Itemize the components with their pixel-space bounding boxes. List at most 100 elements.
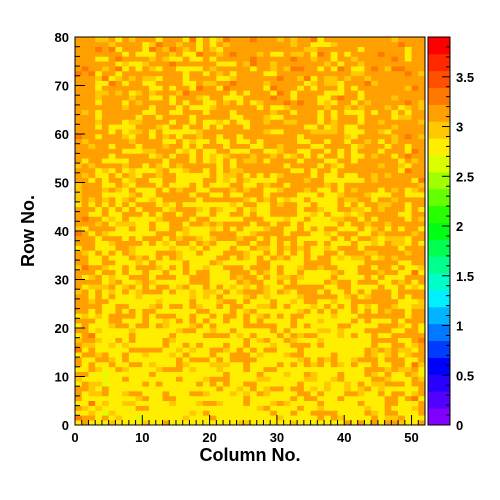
heatmap-cell: [303, 245, 311, 251]
heatmap-cell: [243, 100, 251, 106]
heatmap-cell: [377, 66, 385, 72]
heatmap-cell: [330, 124, 338, 130]
y-tick-label: 50: [55, 176, 69, 191]
heatmap-cell: [263, 264, 271, 271]
heatmap-cell: [324, 352, 332, 358]
heatmap-cell: [108, 100, 116, 106]
heatmap-cell: [175, 109, 183, 115]
heatmap-cell: [196, 255, 204, 261]
heatmap-cell: [162, 250, 170, 256]
heatmap-cell: [270, 158, 278, 164]
heatmap-cell: [88, 279, 96, 285]
heatmap-cell: [411, 318, 419, 324]
heatmap-cell: [115, 100, 123, 106]
heatmap-cell: [344, 163, 352, 169]
heatmap-cell: [101, 405, 109, 411]
heatmap-cell: [270, 366, 278, 372]
heatmap-cell: [377, 318, 385, 324]
heatmap-cell: [303, 415, 311, 421]
heatmap-cell: [196, 187, 204, 193]
heatmap-cell: [276, 66, 284, 72]
heatmap-cell: [108, 46, 116, 52]
heatmap-cell: [384, 95, 392, 101]
heatmap-cell: [384, 420, 392, 426]
heatmap-cell: [128, 405, 136, 411]
heatmap-cell: [202, 303, 210, 309]
heatmap-cell: [101, 308, 109, 314]
heatmap-cell: [216, 313, 224, 319]
heatmap-cell: [108, 405, 116, 411]
heatmap-cell: [196, 134, 204, 140]
colorbar-tick-label: 1: [456, 319, 463, 334]
heatmap-cell: [411, 90, 419, 96]
heatmap-cell: [256, 138, 264, 144]
heatmap-cell: [337, 240, 345, 246]
heatmap-cell: [263, 226, 271, 232]
heatmap-cell: [81, 235, 89, 241]
heatmap-cell: [256, 211, 264, 217]
heatmap-cell: [324, 41, 332, 47]
heatmap-cell: [223, 177, 231, 183]
heatmap-cell: [310, 75, 318, 81]
heatmap-cell: [263, 134, 271, 140]
heatmap-cell: [155, 400, 163, 406]
heatmap-cell: [344, 221, 352, 227]
heatmap-cell: [250, 361, 258, 368]
heatmap-cell: [75, 95, 83, 101]
heatmap-cell: [344, 104, 352, 111]
heatmap-cell: [142, 177, 150, 183]
heatmap-cell: [122, 298, 130, 305]
heatmap-cell: [250, 420, 258, 426]
heatmap-cell: [250, 371, 258, 377]
heatmap-cell: [209, 400, 217, 406]
heatmap-cell: [209, 134, 217, 140]
heatmap-cell: [189, 415, 197, 421]
heatmap-cell: [223, 303, 231, 309]
heatmap-cell: [169, 269, 177, 275]
heatmap-cell: [357, 172, 365, 178]
heatmap-cell: [155, 269, 163, 275]
heatmap-cell: [391, 352, 399, 358]
heatmap-cell: [276, 294, 284, 300]
heatmap-cell: [169, 187, 177, 193]
heatmap-cell: [256, 245, 264, 251]
heatmap-cell: [398, 303, 406, 309]
heatmap-cell: [169, 216, 177, 222]
heatmap-cell: [384, 192, 392, 198]
heatmap-cell: [404, 284, 412, 290]
heatmap-cell: [196, 153, 204, 159]
heatmap-cell: [290, 264, 298, 271]
heatmap-cell: [88, 138, 96, 144]
heatmap-cell: [209, 337, 217, 343]
heatmap-cell: [297, 201, 305, 208]
heatmap-cell: [344, 109, 352, 115]
heatmap-cell: [270, 405, 278, 411]
heatmap-cell: [162, 192, 170, 198]
heatmap-cell: [142, 85, 150, 91]
heatmap-cell: [250, 211, 258, 217]
heatmap-cell: [149, 279, 157, 285]
heatmap-cell: [243, 51, 251, 57]
heatmap-cell: [364, 153, 372, 159]
heatmap-cell: [303, 269, 311, 275]
heatmap-cell: [404, 138, 412, 144]
heatmap-cell: [371, 357, 379, 363]
heatmap-cell: [290, 148, 298, 154]
heatmap-cell: [175, 250, 183, 256]
heatmap-cell: [182, 192, 190, 198]
heatmap-cell: [303, 303, 311, 309]
heatmap-cell: [276, 153, 284, 159]
heatmap-cell: [189, 323, 197, 329]
heatmap-cell: [384, 337, 392, 343]
heatmap-cell: [290, 158, 298, 164]
heatmap-cell: [182, 100, 190, 106]
heatmap-cell: [115, 104, 123, 111]
heatmap-cell: [229, 138, 237, 144]
heatmap-cell: [209, 187, 217, 193]
heatmap-cell: [196, 197, 204, 203]
heatmap-cell: [162, 37, 170, 43]
heatmap-cell: [122, 206, 130, 212]
heatmap-cell: [398, 420, 406, 426]
heatmap-cell: [350, 187, 358, 193]
heatmap-cell: [364, 361, 372, 368]
